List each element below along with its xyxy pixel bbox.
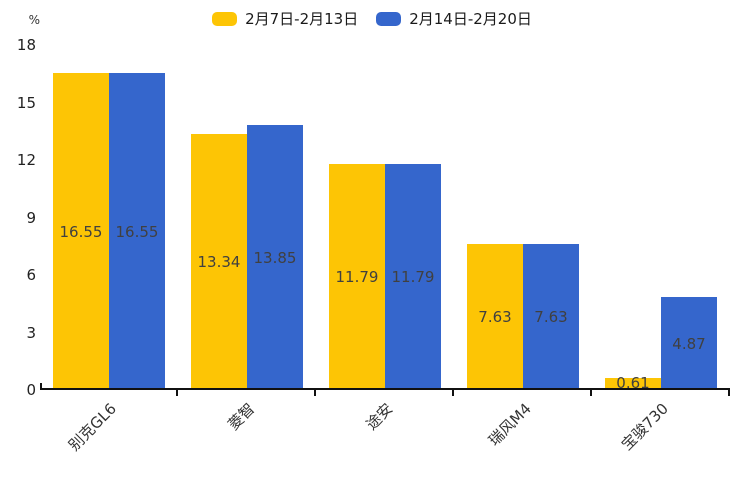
bar-别克GL6-series-0: 16.55 <box>53 73 109 390</box>
legend-swatch-icon <box>376 11 402 26</box>
bar-瑞风M4-series-1: 7.63 <box>523 244 579 390</box>
y-tick-label: 6 <box>26 266 36 284</box>
y-tick-label: 12 <box>16 151 36 169</box>
bar-value-label: 11.79 <box>391 268 435 286</box>
bar-value-label: 11.79 <box>335 268 379 286</box>
x-category-label-3: 途安 <box>362 399 397 434</box>
x-axis-tick <box>176 390 178 396</box>
bar-瑞风M4-series-0: 7.63 <box>467 244 523 390</box>
legend-label: 2月7日-2月13日 <box>245 10 359 28</box>
legend-item-series-0[interactable]: 2月7日-2月13日 <box>212 8 358 29</box>
bar-别克GL6-series-1: 16.55 <box>109 73 165 390</box>
legend-label: 2月14日-2月20日 <box>409 10 532 28</box>
y-tick-label: 15 <box>16 93 36 112</box>
x-category-label-4: 瑞风M4 <box>484 399 535 450</box>
bar-宝骏730-series-1: 4.87 <box>661 297 717 390</box>
x-axis-origin-tick <box>40 383 42 388</box>
bar-value-label: 7.63 <box>478 308 512 326</box>
x-axis-tick <box>728 390 730 396</box>
bar-菱智-series-1: 13.85 <box>247 125 303 390</box>
bar-宝骏730-series-0: 0.61 <box>605 375 661 391</box>
bar-菱智-series-0: 13.34 <box>191 134 247 390</box>
bar-value-label: 7.63 <box>534 308 568 326</box>
x-axis-line <box>40 388 730 390</box>
x-axis-tick <box>452 390 454 396</box>
bar-value-label: 16.55 <box>59 222 103 241</box>
x-category-label-5: 宝骏730 <box>618 399 673 454</box>
x-axis-tick <box>590 390 592 396</box>
bar-value-label: 16.55 <box>115 222 159 241</box>
bar-途安-series-1: 11.79 <box>385 164 441 390</box>
bar-value-label: 0.61 <box>616 374 650 392</box>
bar-value-label: 13.85 <box>253 248 297 267</box>
legend-item-series-1[interactable]: 2月14日-2月20日 <box>376 8 532 29</box>
y-tick-label: 9 <box>26 208 36 227</box>
x-category-label-1: 别克GL6 <box>65 399 121 455</box>
legend-swatch-icon <box>212 11 238 26</box>
chart-legend: 2月7日-2月13日 2月14日-2月20日 <box>0 8 744 29</box>
y-axis-unit-label: % <box>28 13 40 27</box>
bar-value-label: 4.87 <box>672 334 706 353</box>
bar-途安-series-0: 11.79 <box>329 164 385 390</box>
y-tick-label: 18 <box>16 36 36 54</box>
y-tick-label: 0 <box>26 381 36 399</box>
x-axis-tick <box>314 390 316 396</box>
y-tick-label: 3 <box>26 323 36 342</box>
x-category-label-2: 菱智 <box>224 399 259 434</box>
bar-value-label: 13.34 <box>197 253 241 271</box>
